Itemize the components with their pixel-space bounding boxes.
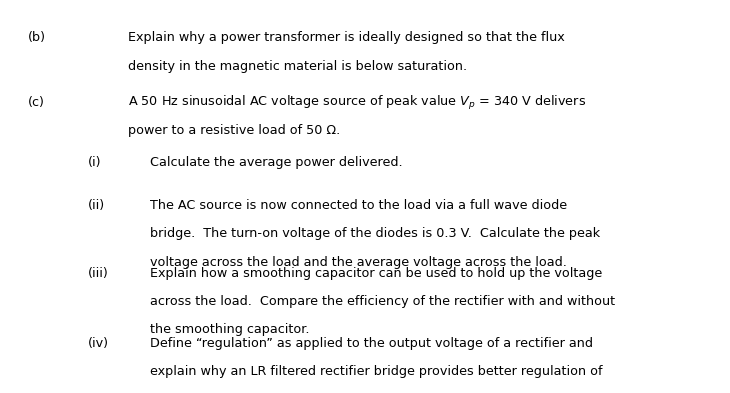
Text: (ii): (ii) [88, 199, 104, 212]
Text: Define “regulation” as applied to the output voltage of a rectifier and: Define “regulation” as applied to the ou… [150, 337, 593, 350]
Text: (i): (i) [88, 156, 101, 169]
Text: (iv): (iv) [88, 337, 109, 350]
Text: Explain why a power transformer is ideally designed so that the flux: Explain why a power transformer is ideal… [128, 31, 564, 44]
Text: the smoothing capacitor.: the smoothing capacitor. [150, 323, 309, 336]
Text: across the load.  Compare the efficiency of the rectifier with and without: across the load. Compare the efficiency … [150, 295, 615, 308]
Text: Calculate the average power delivered.: Calculate the average power delivered. [150, 156, 402, 169]
Text: A 50 Hz sinusoidal AC voltage source of peak value $V_p$ = 340 V delivers: A 50 Hz sinusoidal AC voltage source of … [128, 94, 586, 112]
Text: (c): (c) [28, 96, 45, 109]
Text: (b): (b) [28, 31, 46, 44]
Text: Explain how a smoothing capacitor can be used to hold up the voltage: Explain how a smoothing capacitor can be… [150, 267, 602, 280]
Text: density in the magnetic material is below saturation.: density in the magnetic material is belo… [128, 60, 467, 73]
Text: bridge.  The turn-on voltage of the diodes is 0.3 V.  Calculate the peak: bridge. The turn-on voltage of the diode… [150, 228, 600, 241]
Text: power to a resistive load of 50 Ω.: power to a resistive load of 50 Ω. [128, 125, 340, 138]
Text: voltage across the load and the average voltage across the load.: voltage across the load and the average … [150, 256, 566, 269]
Text: explain why an LR filtered rectifier bridge provides better regulation of: explain why an LR filtered rectifier bri… [150, 365, 602, 378]
Text: The AC source is now connected to the load via a full wave diode: The AC source is now connected to the lo… [150, 199, 566, 212]
Text: (iii): (iii) [88, 267, 108, 280]
